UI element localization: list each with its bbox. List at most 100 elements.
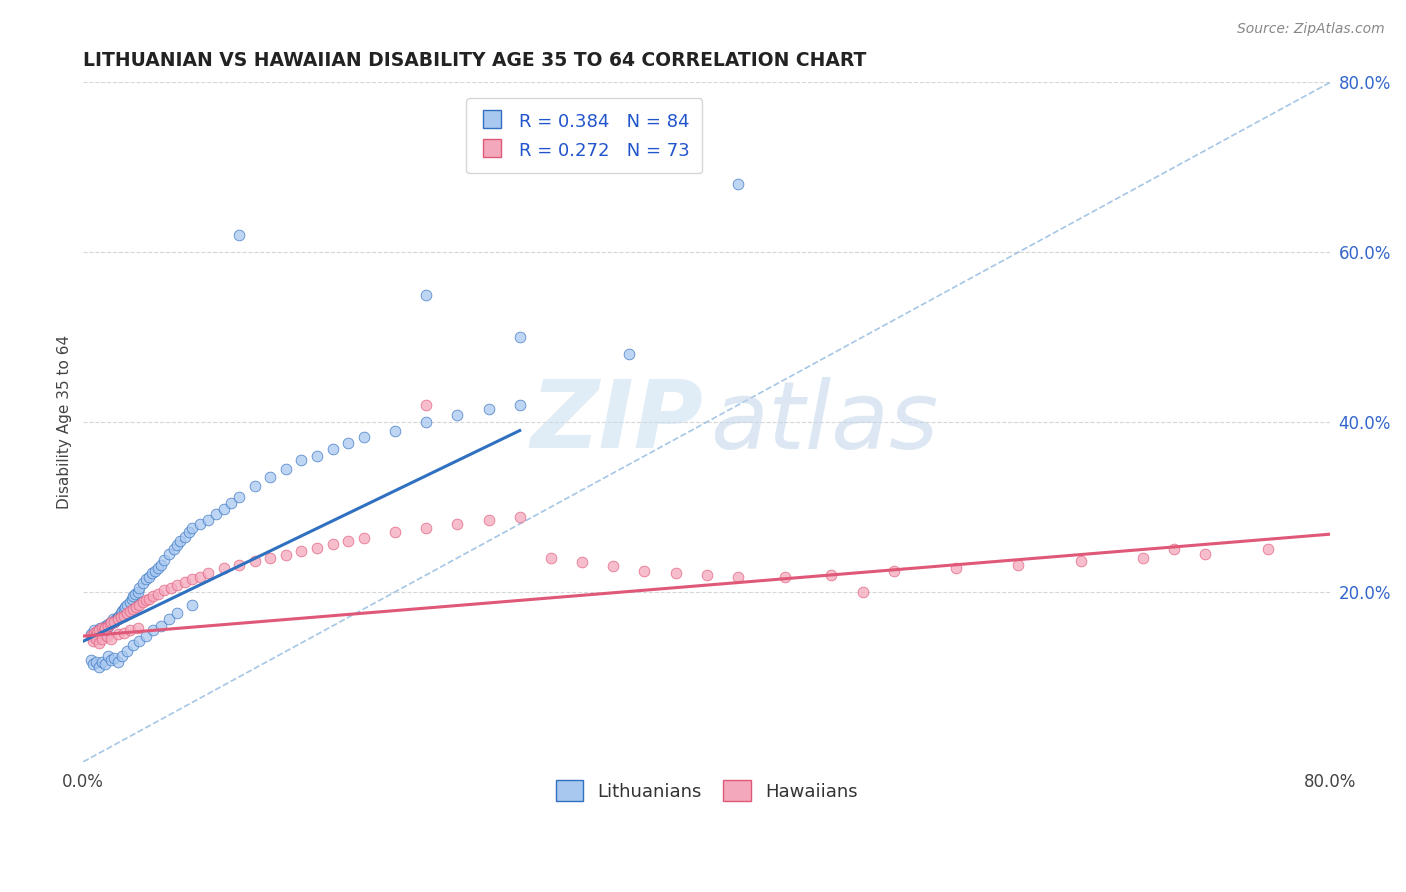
Point bbox=[125, 600, 148, 615]
Point bbox=[98, 617, 121, 632]
Point bbox=[91, 621, 114, 635]
Point bbox=[82, 657, 104, 672]
Point bbox=[128, 634, 150, 648]
Point bbox=[118, 595, 141, 609]
Point bbox=[1257, 542, 1279, 557]
Point bbox=[80, 629, 103, 643]
Point bbox=[111, 648, 134, 663]
Point bbox=[727, 178, 749, 192]
Point bbox=[118, 604, 141, 618]
Point bbox=[509, 330, 531, 344]
Point bbox=[97, 648, 120, 663]
Point bbox=[127, 585, 149, 599]
Point bbox=[96, 629, 118, 643]
Point bbox=[307, 541, 329, 555]
Point bbox=[212, 561, 235, 575]
Point bbox=[384, 525, 406, 540]
Point bbox=[166, 578, 188, 592]
Point bbox=[103, 615, 125, 629]
Point bbox=[290, 544, 312, 558]
Point bbox=[131, 595, 153, 609]
Point bbox=[415, 398, 437, 412]
Point bbox=[773, 569, 796, 583]
Point bbox=[80, 653, 103, 667]
Point bbox=[100, 615, 122, 629]
Point bbox=[115, 598, 138, 612]
Point bbox=[135, 593, 157, 607]
Point bbox=[141, 566, 163, 581]
Point bbox=[138, 591, 160, 606]
Point bbox=[290, 453, 312, 467]
Point bbox=[124, 586, 146, 600]
Point bbox=[353, 531, 375, 545]
Point bbox=[696, 568, 718, 582]
Point bbox=[83, 623, 105, 637]
Point bbox=[87, 623, 110, 637]
Point bbox=[146, 586, 169, 600]
Point bbox=[142, 589, 165, 603]
Point bbox=[1132, 550, 1154, 565]
Point bbox=[617, 347, 640, 361]
Point bbox=[446, 409, 468, 423]
Point bbox=[166, 606, 188, 620]
Point bbox=[91, 632, 114, 646]
Point bbox=[477, 513, 499, 527]
Point bbox=[84, 627, 107, 641]
Point bbox=[157, 547, 180, 561]
Point bbox=[415, 415, 437, 429]
Point bbox=[384, 424, 406, 438]
Point bbox=[243, 554, 266, 568]
Point bbox=[228, 490, 250, 504]
Point bbox=[221, 496, 243, 510]
Text: Source: ZipAtlas.com: Source: ZipAtlas.com bbox=[1237, 22, 1385, 37]
Point bbox=[142, 623, 165, 637]
Point bbox=[415, 521, 437, 535]
Point bbox=[197, 513, 219, 527]
Point bbox=[415, 287, 437, 301]
Point bbox=[97, 619, 120, 633]
Point bbox=[122, 589, 145, 603]
Point bbox=[307, 449, 329, 463]
Point bbox=[82, 634, 104, 648]
Point bbox=[107, 610, 129, 624]
Point bbox=[105, 612, 128, 626]
Point bbox=[173, 574, 195, 589]
Point bbox=[157, 612, 180, 626]
Point bbox=[89, 621, 111, 635]
Point bbox=[97, 619, 120, 633]
Point bbox=[259, 550, 281, 565]
Point bbox=[259, 470, 281, 484]
Point bbox=[112, 608, 135, 623]
Point bbox=[166, 538, 188, 552]
Point bbox=[153, 583, 176, 598]
Point bbox=[115, 644, 138, 658]
Y-axis label: Disability Age 35 to 64: Disability Age 35 to 64 bbox=[58, 335, 72, 509]
Point bbox=[188, 569, 211, 583]
Point bbox=[94, 619, 117, 633]
Point bbox=[100, 653, 122, 667]
Point bbox=[121, 591, 143, 606]
Point bbox=[135, 572, 157, 586]
Point bbox=[107, 612, 129, 626]
Point bbox=[91, 625, 114, 640]
Point bbox=[322, 537, 344, 551]
Point bbox=[509, 510, 531, 524]
Point bbox=[100, 615, 122, 630]
Point bbox=[353, 430, 375, 444]
Point bbox=[1070, 554, 1092, 568]
Text: LITHUANIAN VS HAWAIIAN DISABILITY AGE 35 TO 64 CORRELATION CHART: LITHUANIAN VS HAWAIIAN DISABILITY AGE 35… bbox=[83, 51, 866, 70]
Point bbox=[135, 629, 157, 643]
Point bbox=[93, 623, 115, 637]
Point bbox=[138, 569, 160, 583]
Point bbox=[146, 561, 169, 575]
Point bbox=[112, 602, 135, 616]
Point bbox=[852, 585, 875, 599]
Point bbox=[143, 564, 166, 578]
Point bbox=[945, 561, 967, 575]
Point bbox=[128, 598, 150, 612]
Point bbox=[159, 581, 181, 595]
Point bbox=[96, 621, 118, 635]
Point bbox=[127, 621, 149, 635]
Point bbox=[80, 627, 103, 641]
Point bbox=[93, 623, 115, 637]
